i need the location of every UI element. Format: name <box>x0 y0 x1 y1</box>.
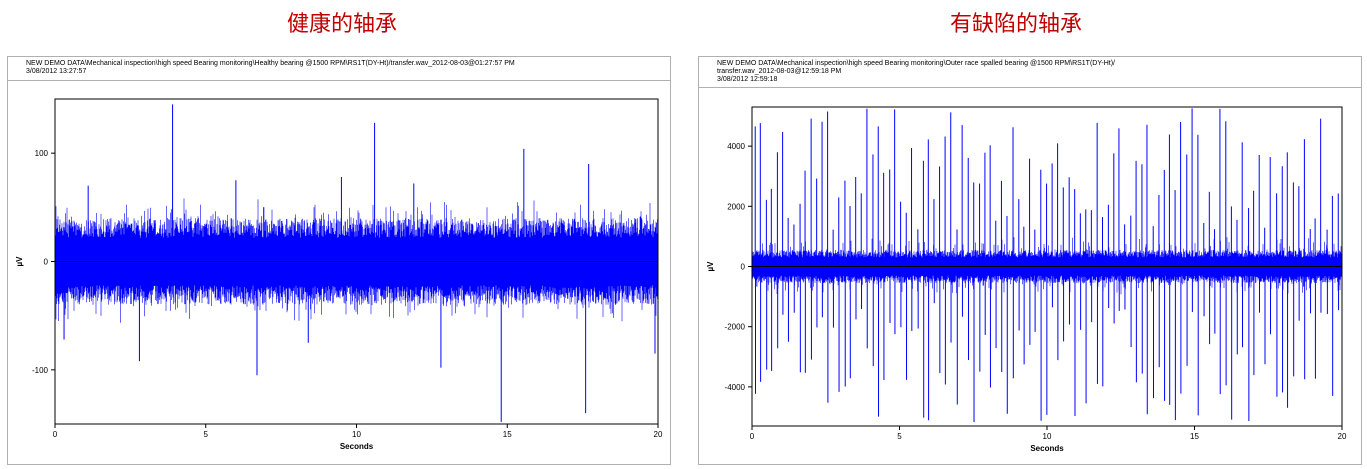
y-axis-label: µV <box>706 261 715 272</box>
y-tick-label: -100 <box>32 366 49 375</box>
x-axis-label: Seconds <box>1030 444 1064 453</box>
x-tick-label: 5 <box>204 430 209 439</box>
caption-defective-bearing: 有缺陷的轴承 <box>950 12 1083 37</box>
x-tick-label: 15 <box>1190 432 1199 441</box>
header-line: transfer.wav_2012-08-03@12:59:18 PM <box>717 68 842 75</box>
y-tick-label: 100 <box>35 149 49 158</box>
x-tick-label: 10 <box>1043 432 1052 441</box>
x-tick-label: 15 <box>503 430 512 439</box>
x-tick-label: 10 <box>352 430 361 439</box>
header-line: NEW DEMO DATA\Mechanical inspection\high… <box>717 60 1115 67</box>
y-tick-label: -2000 <box>725 323 746 332</box>
header-line: 3/08/2012 12:59:18 <box>717 76 778 83</box>
y-tick-label: 0 <box>741 263 746 272</box>
header-line: 3/08/2012 13:27:57 <box>26 68 87 75</box>
x-tick-label: 0 <box>53 430 58 439</box>
chart-healthy-waveform: 0 5 10 15 20 -100 0 100 Seconds µV <box>15 98 663 451</box>
chart-panel-healthy: NEW DEMO DATA\Mechanical inspection\high… <box>7 56 671 465</box>
x-tick-label: 20 <box>1338 432 1347 441</box>
x-axis-label: Seconds <box>340 442 374 451</box>
y-tick-label: 4000 <box>727 142 745 151</box>
header-line: NEW DEMO DATA\Mechanical inspection\high… <box>26 60 515 67</box>
chart-header-defective: NEW DEMO DATA\Mechanical inspection\high… <box>699 57 1361 88</box>
y-tick-label: 2000 <box>727 202 745 211</box>
chart-defective-waveform: 0 5 10 15 20 -4000 -2000 0 2000 4000 Seconds µV <box>706 106 1347 453</box>
y-tick-label: -4000 <box>725 383 746 392</box>
y-axis-label: µV <box>15 256 24 267</box>
x-tick-label: 20 <box>654 430 663 439</box>
x-tick-label: 0 <box>750 432 755 441</box>
chart-header-healthy: NEW DEMO DATA\Mechanical inspection\high… <box>8 57 670 81</box>
caption-healthy-bearing: 健康的轴承 <box>287 12 398 37</box>
x-tick-label: 5 <box>897 432 902 441</box>
chart-panel-defective: NEW DEMO DATA\Mechanical inspection\high… <box>698 56 1362 465</box>
y-tick-label: 0 <box>44 258 49 267</box>
